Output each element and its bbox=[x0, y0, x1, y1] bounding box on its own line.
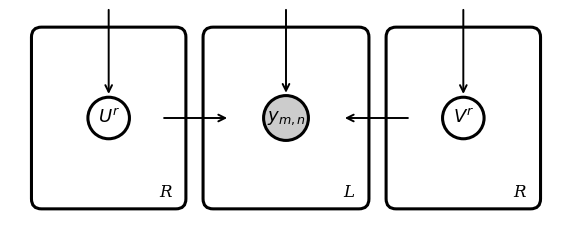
Text: L: L bbox=[344, 184, 355, 201]
Text: $\mathcal{C}_\mathrm{M}$: $\mathcal{C}_\mathrm{M}$ bbox=[98, 0, 120, 2]
Circle shape bbox=[88, 97, 129, 139]
Circle shape bbox=[443, 97, 484, 139]
Text: $U^r$: $U^r$ bbox=[98, 109, 120, 127]
Text: $V^r$: $V^r$ bbox=[452, 109, 474, 127]
Text: R: R bbox=[514, 184, 526, 201]
Text: R: R bbox=[159, 184, 172, 201]
Text: $\sigma^2$: $\sigma^2$ bbox=[276, 0, 296, 2]
Circle shape bbox=[264, 96, 308, 140]
Text: $\mathcal{C}_\mathrm{N}$: $\mathcal{C}_\mathrm{N}$ bbox=[453, 0, 474, 2]
Text: $y_{m,n}$: $y_{m,n}$ bbox=[267, 109, 305, 127]
